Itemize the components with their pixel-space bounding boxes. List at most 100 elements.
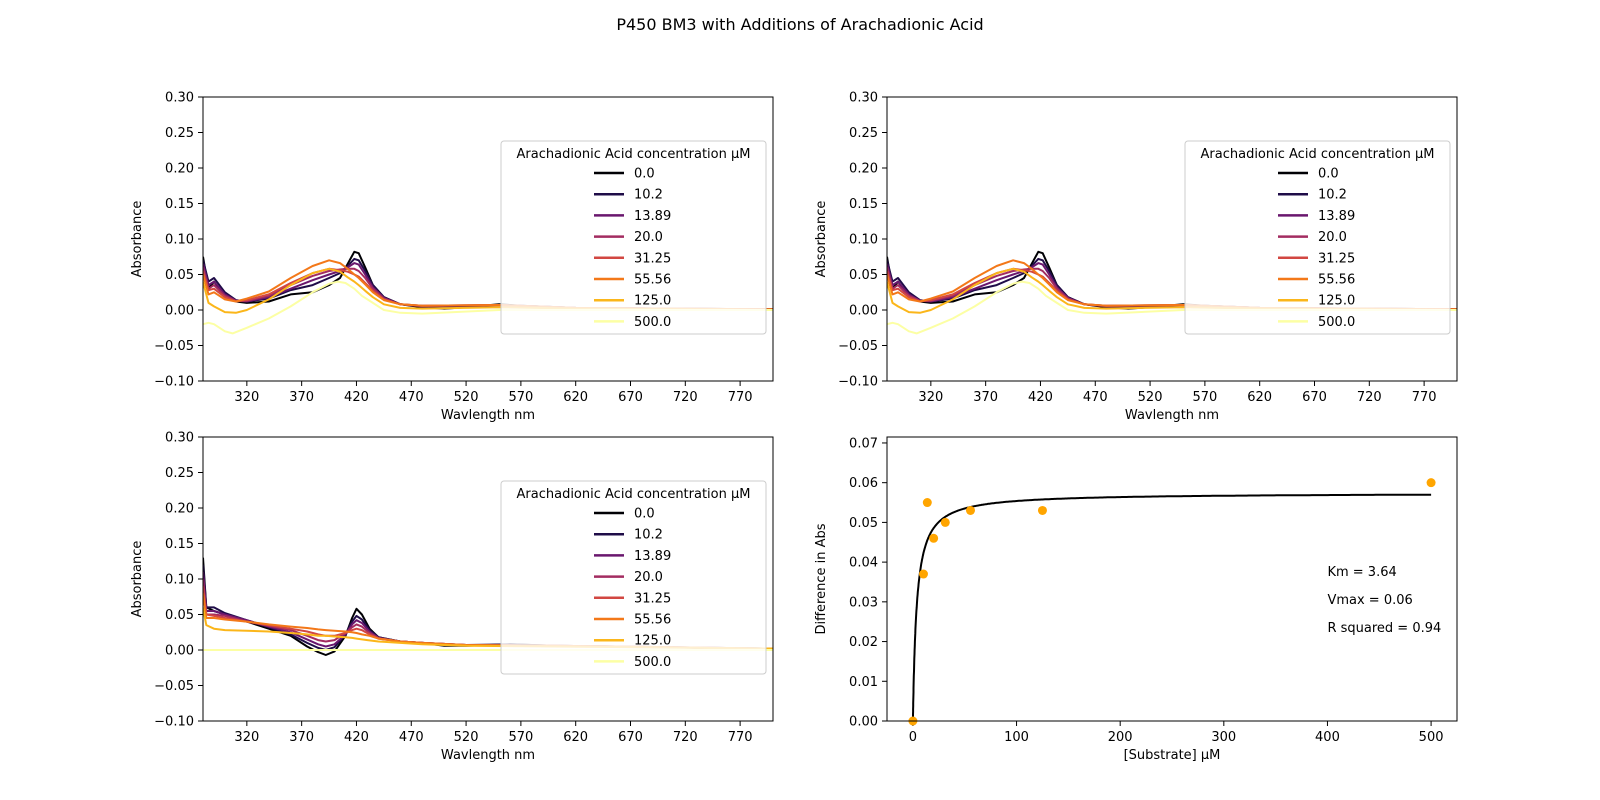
legend-label: 125.0 <box>634 634 671 649</box>
legend-label: 0.0 <box>634 507 655 522</box>
y-tick-label: 0.25 <box>165 466 194 481</box>
x-tick-label: 670 <box>618 390 643 405</box>
x-tick-label: 420 <box>344 730 369 745</box>
legend-title: Arachadionic Acid concentration µM <box>517 487 751 502</box>
y-tick-label: 0.00 <box>165 304 194 319</box>
legend-label: 10.2 <box>1318 188 1347 203</box>
y-tick-label: −0.05 <box>154 339 194 354</box>
y-tick-label: −0.05 <box>154 679 194 694</box>
y-tick-label: −0.10 <box>154 375 194 390</box>
fit-annotation: Km = 3.64 <box>1327 565 1396 580</box>
x-tick-label: 470 <box>1083 390 1108 405</box>
x-tick-label: 420 <box>344 390 369 405</box>
y-tick-label: 0.15 <box>165 197 194 212</box>
x-tick-label: 500 <box>1419 730 1444 745</box>
data-point <box>918 569 928 579</box>
x-tick-label: 520 <box>1138 390 1163 405</box>
x-tick-label: 720 <box>673 730 698 745</box>
figure-title: P450 BM3 with Additions of Arachadionic … <box>616 15 983 34</box>
chart-binding-fit: 0 100 200 300 400 500 0.00 0.01 0.02 0.03 0.04 0.05… <box>814 436 1458 763</box>
x-tick-label: 0 <box>909 730 917 745</box>
y-tick-label: 0.05 <box>849 268 878 283</box>
x-tick-label: 670 <box>618 730 643 745</box>
legend-label: 31.25 <box>1318 251 1355 266</box>
y-tick-label: 0.05 <box>165 608 194 623</box>
x-tick-label: 420 <box>1028 390 1053 405</box>
series-line-125.0 <box>203 607 773 650</box>
x-tick-label: 320 <box>234 390 259 405</box>
chart-spectra-raw: 320 370 420 470 520 570 620 670 720 770 −0.10 −0.05… <box>130 91 774 423</box>
data-point <box>1426 478 1436 488</box>
x-tick-label: 470 <box>399 730 424 745</box>
y-tick-label: 0.00 <box>849 304 878 319</box>
x-tick-label: 520 <box>454 390 479 405</box>
x-tick-label: 100 <box>1004 730 1029 745</box>
chart-spectra-smoothed: 320 370 420 470 520 570 620 670 720 770 −0.10 −0.05… <box>814 91 1458 423</box>
x-axis-label: [Substrate] µM <box>1124 748 1221 763</box>
legend-title: Arachadionic Acid concentration µM <box>517 147 751 162</box>
legend-label: 31.25 <box>634 591 671 606</box>
x-tick-label: 370 <box>973 390 998 405</box>
series-lines <box>203 250 773 335</box>
x-tick-label: 720 <box>673 390 698 405</box>
y-tick-label: 0.10 <box>165 233 194 248</box>
y-tick-label: 0.04 <box>849 556 878 571</box>
plot-frame <box>202 436 774 722</box>
y-tick-label: 0.30 <box>165 431 194 446</box>
x-tick-label: 320 <box>918 390 943 405</box>
x-tick-label: 620 <box>563 390 588 405</box>
x-tick-label: 570 <box>1192 390 1217 405</box>
x-tick-label: 200 <box>1108 730 1133 745</box>
data-point <box>1037 505 1047 515</box>
series-lines <box>887 250 1457 335</box>
y-axis-label: Absorbance <box>130 541 145 618</box>
y-axis-label: Absorbance <box>814 201 829 278</box>
legend-label: 55.56 <box>634 273 671 288</box>
y-tick-label: 0.20 <box>849 162 878 177</box>
x-tick-label: 620 <box>563 730 588 745</box>
series-line-500.0 <box>203 280 773 335</box>
legend-label: 10.2 <box>634 528 663 543</box>
legend-label: 125.0 <box>1318 294 1355 309</box>
x-tick-label: 370 <box>289 390 314 405</box>
legend-label: 13.89 <box>1318 209 1355 224</box>
y-tick-label: 0.15 <box>849 197 878 212</box>
series-line-55.56 <box>887 259 1457 311</box>
chart-difference-spectra: 320 370 420 470 520 570 620 670 720 770 −0.10 −0.05… <box>130 431 774 763</box>
series-line-125.0 <box>203 267 773 314</box>
legend-label: 55.56 <box>634 613 671 628</box>
x-tick-label: 320 <box>234 730 259 745</box>
data-point <box>940 517 950 527</box>
series-line-125.0 <box>887 267 1457 314</box>
x-tick-label: 400 <box>1315 730 1340 745</box>
x-tick-label: 520 <box>454 730 479 745</box>
data-point <box>929 533 939 543</box>
legend-label: 20.0 <box>634 570 663 585</box>
plot-frame <box>886 96 1458 382</box>
legend-label: 10.2 <box>634 188 663 203</box>
legend-title: Arachadionic Acid concentration µM <box>1201 147 1435 162</box>
x-tick-label: 770 <box>728 390 753 405</box>
y-tick-label: 0.01 <box>849 675 878 690</box>
legend-label: 20.0 <box>1318 230 1347 245</box>
y-axis-label: Difference in Abs <box>814 523 829 634</box>
legend-label: 500.0 <box>634 655 671 670</box>
y-tick-label: 0.25 <box>849 126 878 141</box>
legend-label: 125.0 <box>634 294 671 309</box>
series-line-500.0 <box>887 280 1457 335</box>
legend-label: 55.56 <box>1318 273 1355 288</box>
y-tick-label: −0.10 <box>838 375 878 390</box>
legend-box <box>500 140 767 335</box>
x-axis-label: Wavlength nm <box>1125 408 1219 423</box>
series-lines <box>203 557 773 656</box>
y-tick-label: −0.05 <box>838 339 878 354</box>
x-tick-label: 770 <box>728 730 753 745</box>
plot-frame <box>202 96 774 382</box>
y-tick-label: 0.07 <box>849 436 878 451</box>
data-point <box>965 505 975 515</box>
y-tick-label: 0.20 <box>165 162 194 177</box>
legend-box <box>1184 140 1451 335</box>
legend: Arachadionic Acid concentration µM 0.0 10.… <box>1184 140 1451 335</box>
y-tick-label: 0.25 <box>165 126 194 141</box>
